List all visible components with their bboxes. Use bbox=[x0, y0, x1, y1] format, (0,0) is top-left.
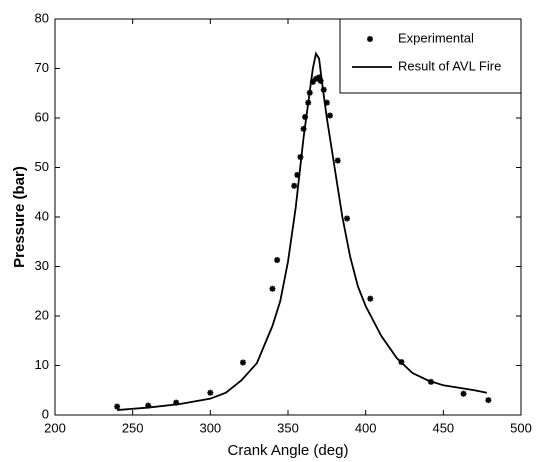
data-point bbox=[460, 390, 467, 397]
data-point bbox=[114, 403, 121, 410]
data-point bbox=[312, 75, 319, 82]
marker-stroke bbox=[485, 397, 492, 403]
legend-marker bbox=[367, 36, 373, 42]
x-tick-label: 300 bbox=[199, 420, 221, 435]
marker-stroke bbox=[240, 359, 246, 366]
data-point bbox=[239, 359, 246, 366]
data-point bbox=[274, 257, 281, 264]
marker-stroke bbox=[207, 389, 214, 396]
marker-stroke bbox=[334, 157, 341, 164]
x-tick-label: 250 bbox=[122, 420, 144, 435]
marker-stroke bbox=[367, 295, 374, 302]
x-tick-label: 350 bbox=[277, 420, 299, 435]
x-tick-label: 500 bbox=[510, 420, 532, 435]
y-tick-label: 0 bbox=[42, 406, 49, 421]
y-tick-label: 80 bbox=[35, 10, 49, 25]
marker-stroke bbox=[460, 390, 467, 397]
marker-stroke bbox=[291, 183, 297, 189]
marker-stroke bbox=[344, 215, 350, 222]
legend-label: Experimental bbox=[398, 30, 474, 45]
data-point bbox=[207, 389, 214, 396]
y-tick-label: 30 bbox=[35, 258, 49, 273]
marker-stroke bbox=[114, 403, 120, 410]
data-point bbox=[269, 285, 276, 292]
y-tick-label: 70 bbox=[35, 60, 49, 75]
data-point bbox=[291, 182, 298, 189]
x-tick-label: 400 bbox=[355, 420, 377, 435]
x-tick-label: 450 bbox=[432, 420, 454, 435]
y-tick-label: 20 bbox=[35, 307, 49, 322]
legend-label: Result of AVL Fire bbox=[398, 58, 501, 73]
legend-box bbox=[339, 18, 522, 94]
data-point bbox=[367, 295, 374, 302]
marker-stroke bbox=[274, 257, 280, 263]
marker-stroke bbox=[269, 286, 276, 292]
data-point bbox=[485, 397, 492, 404]
y-tick-label: 10 bbox=[35, 357, 49, 372]
y-tick-label: 50 bbox=[35, 159, 49, 174]
marker-stroke bbox=[367, 36, 373, 42]
x-tick-label: 200 bbox=[44, 420, 66, 435]
y-axis-label: Pressure (bar) bbox=[11, 166, 28, 268]
y-tick-label: 60 bbox=[35, 109, 49, 124]
y-tick-label: 40 bbox=[35, 208, 49, 223]
data-point bbox=[344, 215, 351, 222]
data-point bbox=[326, 112, 333, 119]
x-axis-label: Crank Angle (deg) bbox=[228, 442, 349, 459]
data-point bbox=[334, 157, 341, 164]
line-series bbox=[117, 51, 488, 411]
marker-stroke bbox=[327, 112, 333, 119]
